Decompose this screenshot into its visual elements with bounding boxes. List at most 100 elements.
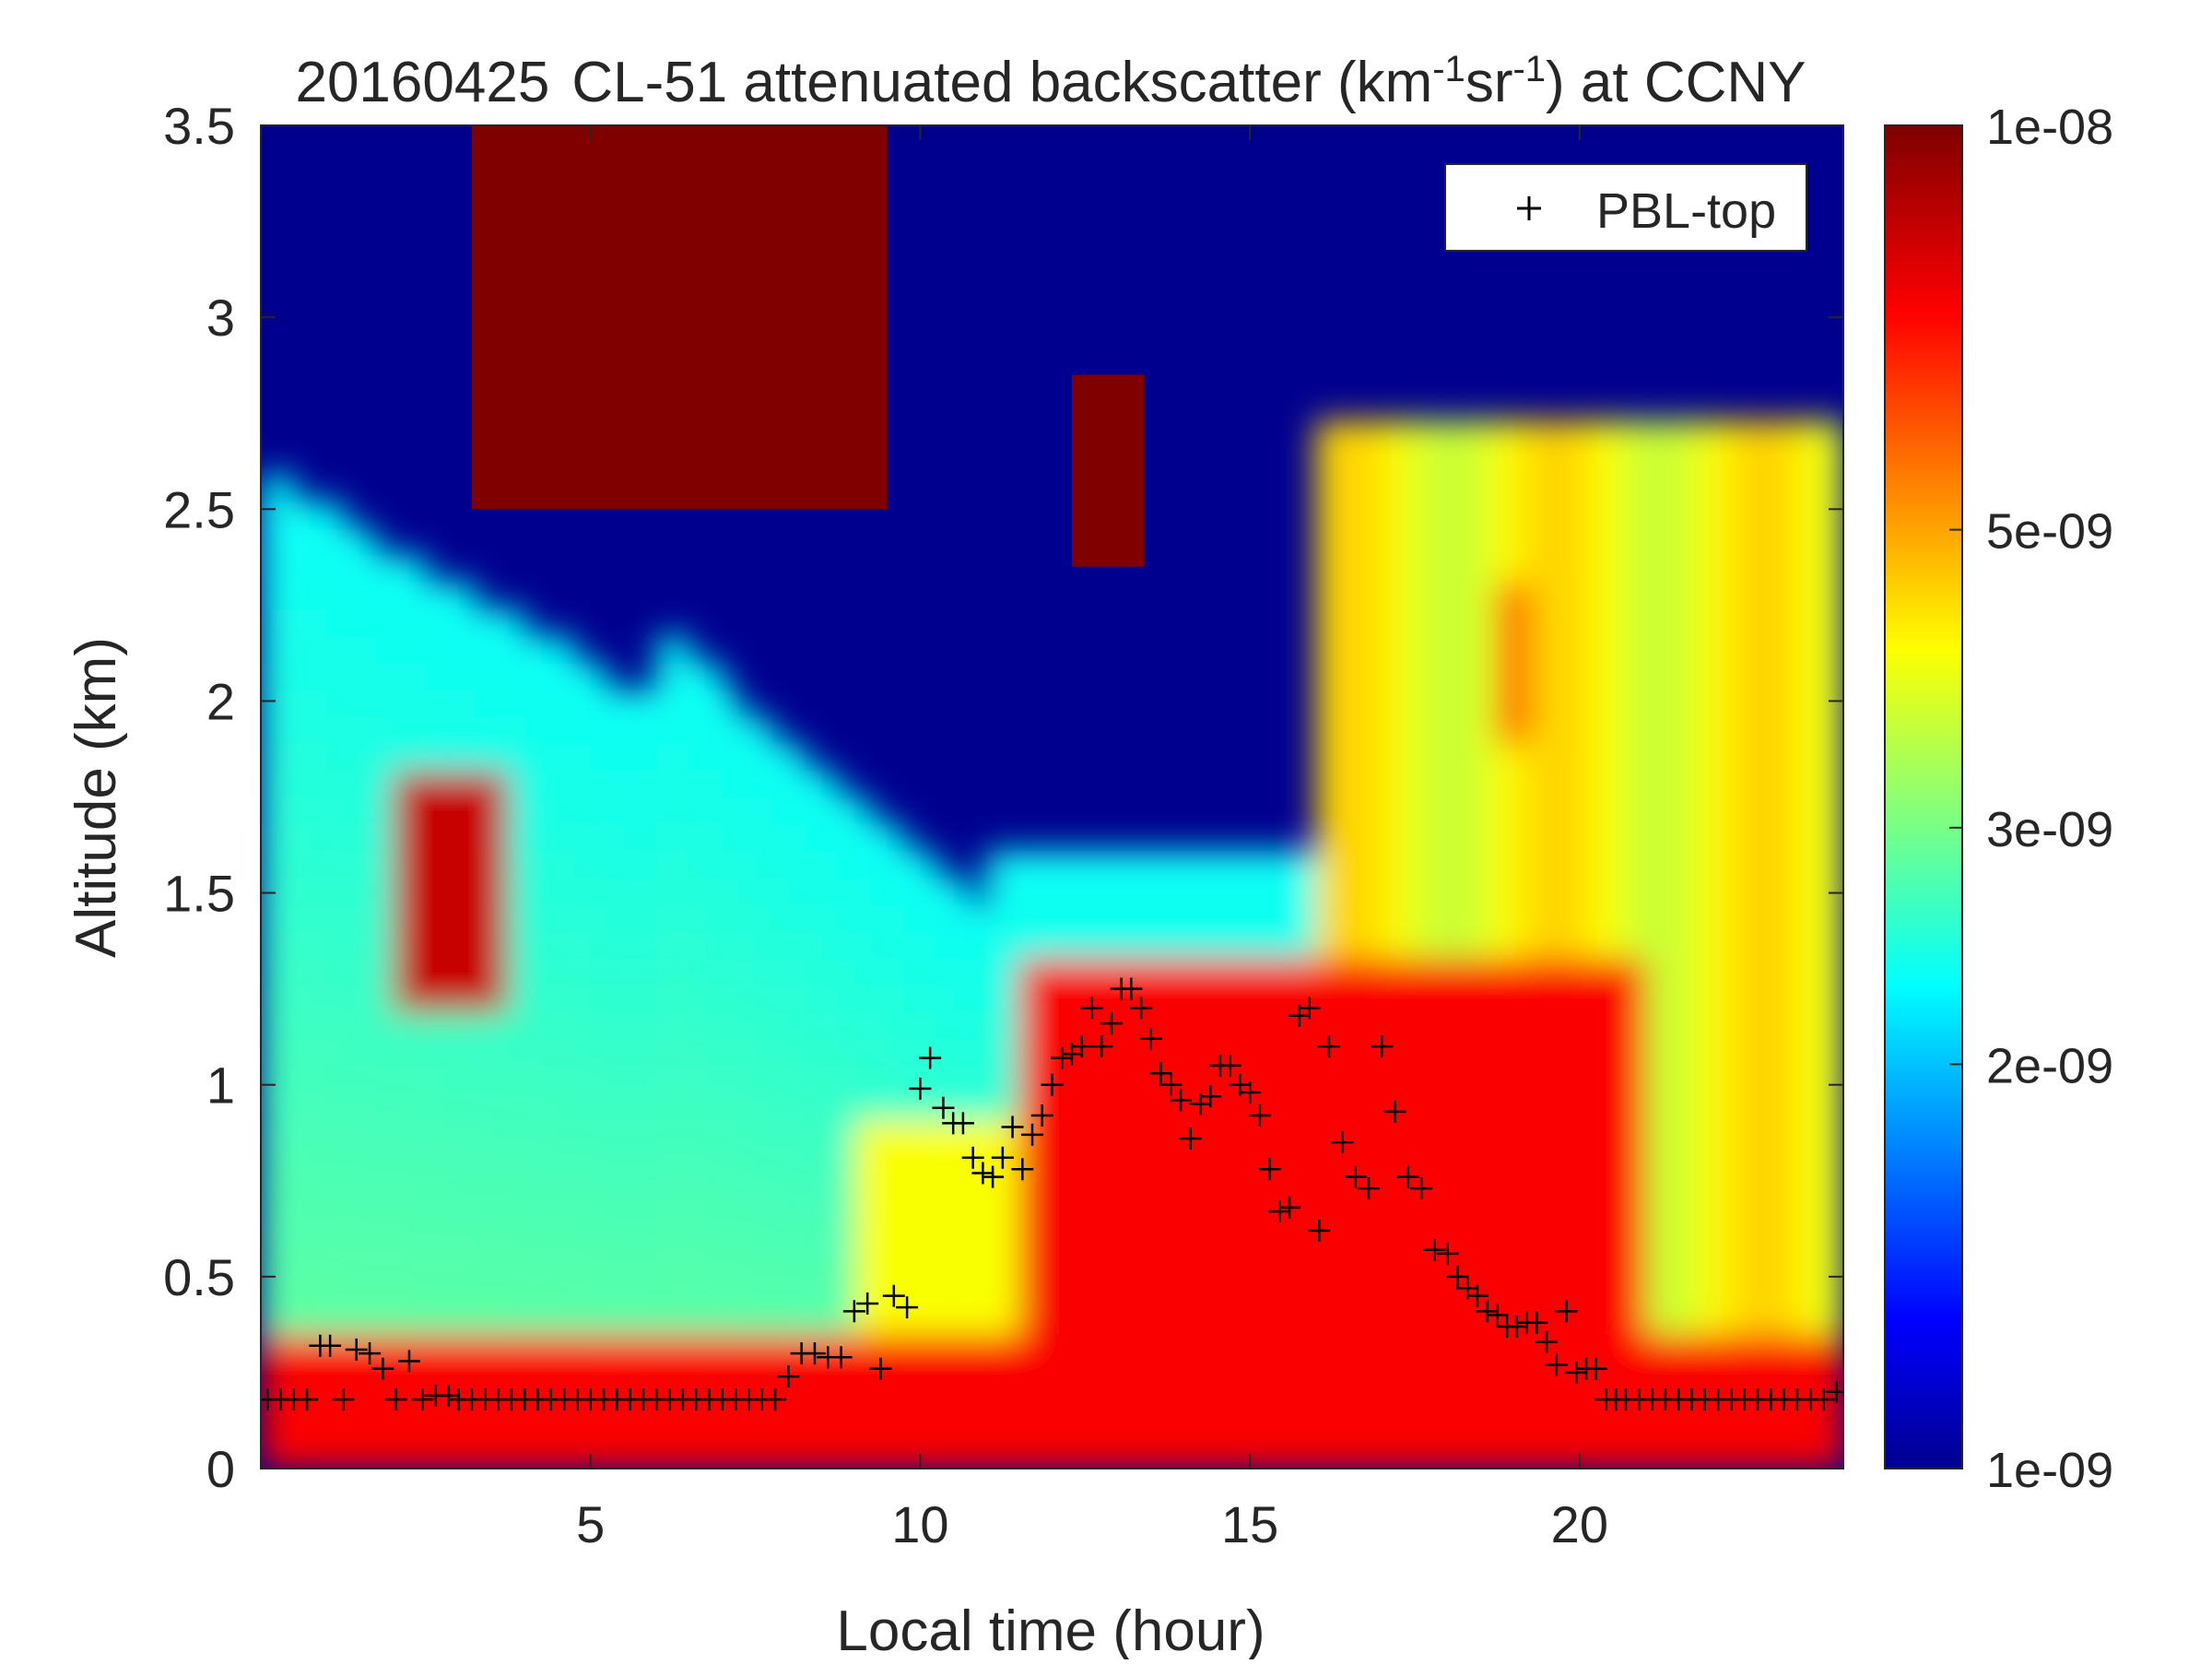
backscatter-cell (1662, 877, 1680, 905)
backscatter-cell (689, 1065, 707, 1093)
backscatter-cell (573, 716, 592, 745)
backscatter-cell (573, 1280, 592, 1309)
backscatter-cell (1332, 823, 1350, 852)
backscatter-cell (425, 823, 443, 852)
backscatter-cell (1315, 716, 1334, 745)
backscatter-cell (1382, 1173, 1400, 1201)
backscatter-cell (722, 850, 740, 879)
backscatter-cell (1794, 1173, 1812, 1201)
backscatter-cell (705, 1038, 724, 1067)
backscatter-cell (1530, 931, 1548, 960)
backscatter-cell (1480, 528, 1499, 557)
backscatter-cell (1513, 958, 1532, 986)
backscatter-cell (1612, 635, 1630, 664)
backscatter-cell (1118, 1414, 1135, 1443)
backscatter-cell (1678, 1119, 1696, 1148)
backscatter-cell (689, 1146, 707, 1174)
backscatter-cell (673, 877, 690, 905)
pbl-top-marker (830, 1346, 853, 1369)
pbl-top-marker (1465, 1284, 1488, 1307)
backscatter-cell (821, 1414, 839, 1443)
backscatter-cell (276, 635, 295, 664)
backscatter-cell (1645, 877, 1664, 905)
backscatter-cell (524, 1387, 543, 1416)
backscatter-cell (475, 689, 493, 717)
backscatter-cell (788, 797, 806, 825)
backscatter-cell (1760, 716, 1779, 745)
backscatter-cell (359, 877, 378, 905)
backscatter-cell (310, 1361, 328, 1389)
backscatter-cell (293, 1307, 312, 1336)
backscatter-cell (409, 770, 427, 798)
backscatter-cell (1282, 1334, 1300, 1363)
backscatter-cell (870, 958, 888, 986)
backscatter-cell (1315, 1334, 1334, 1363)
backscatter-cell (1052, 1441, 1070, 1469)
backscatter-cell (261, 958, 278, 986)
pbl-top-marker (869, 1357, 892, 1380)
backscatter-cell (1068, 1199, 1087, 1228)
backscatter-cell (326, 608, 345, 637)
backscatter-cell (441, 743, 460, 772)
backscatter-cell (1035, 1038, 1053, 1067)
pbl-top-marker (1130, 997, 1153, 1020)
backscatter-cell (1150, 1387, 1169, 1416)
backscatter-cell (376, 1119, 394, 1148)
backscatter-cell (1827, 555, 1843, 584)
backscatter-cell (1727, 716, 1746, 745)
backscatter-cell (1744, 1173, 1762, 1201)
backscatter-cell (970, 1119, 987, 1148)
backscatter-cell (1200, 904, 1218, 933)
backscatter-cell (673, 1011, 690, 1040)
backscatter-cell (920, 1011, 938, 1040)
backscatter-cell (1760, 1387, 1779, 1416)
x-axis: 5 10 15 20 (576, 125, 1608, 1553)
backscatter-cell (1315, 797, 1334, 825)
backscatter-cell (276, 555, 295, 584)
backscatter-cell (1645, 1280, 1664, 1309)
backscatter-cell (1711, 823, 1729, 852)
pbl-top-marker (919, 1046, 942, 1069)
backscatter-cell (640, 1307, 658, 1336)
backscatter-cell (1464, 850, 1482, 879)
backscatter-cell (508, 689, 526, 717)
backscatter-cell (1134, 1226, 1152, 1255)
backscatter-cell (1827, 1441, 1843, 1469)
backscatter-cell (623, 958, 641, 986)
backscatter-cell (755, 1199, 773, 1228)
backscatter-cell (1629, 1146, 1647, 1174)
backscatter-cell (755, 904, 773, 933)
backscatter-cell (640, 877, 658, 905)
backscatter-cell (376, 608, 394, 637)
backscatter-cell (409, 582, 427, 610)
backscatter-cell (409, 1226, 427, 1255)
backscatter-cell (1678, 904, 1696, 933)
backscatter-cell (524, 1146, 543, 1174)
backscatter-cell (853, 1226, 872, 1255)
backscatter-cell (524, 716, 543, 745)
backscatter-cell (1365, 716, 1383, 745)
backscatter-cell (623, 1226, 641, 1255)
backscatter-cell (1547, 1038, 1564, 1067)
backscatter-cell (1727, 420, 1746, 449)
backscatter-cell (771, 1280, 790, 1309)
backscatter-cell (1562, 608, 1581, 637)
backscatter-cell (1299, 1334, 1317, 1363)
backscatter-cell (1447, 931, 1465, 960)
backscatter-cell (1233, 1441, 1252, 1469)
backscatter-cell (573, 1414, 592, 1443)
backscatter-cell (293, 582, 312, 610)
backscatter-cell (1167, 1361, 1185, 1389)
backscatter-cell (1744, 1414, 1762, 1443)
backscatter-cell (606, 1119, 625, 1148)
backscatter-cell (1398, 1307, 1416, 1336)
backscatter-cell (920, 1387, 938, 1416)
backscatter-cell (903, 985, 922, 1013)
backscatter-cell (640, 931, 658, 960)
backscatter-cell (755, 958, 773, 986)
backscatter-cell (458, 635, 477, 664)
backscatter-cell (838, 850, 855, 879)
backscatter-cell (458, 1173, 477, 1201)
backscatter-cell (326, 555, 345, 584)
